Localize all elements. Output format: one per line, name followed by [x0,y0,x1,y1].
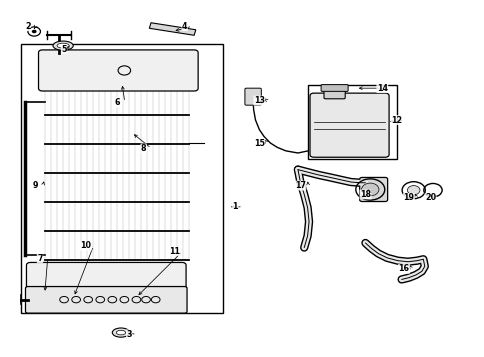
Text: 11: 11 [169,247,180,256]
FancyBboxPatch shape [244,88,261,105]
FancyBboxPatch shape [26,287,187,313]
Text: 16: 16 [398,264,408,273]
Ellipse shape [112,328,129,337]
Text: 10: 10 [80,241,91,250]
FancyBboxPatch shape [320,85,348,91]
FancyBboxPatch shape [323,89,345,99]
Text: 1: 1 [232,202,238,211]
Text: 5: 5 [61,45,67,54]
Circle shape [407,186,419,195]
FancyBboxPatch shape [307,85,396,159]
Ellipse shape [53,41,73,50]
Text: 20: 20 [424,193,435,202]
Text: 14: 14 [376,84,387,93]
Text: 13: 13 [253,96,264,105]
Text: 7: 7 [37,254,43,263]
Circle shape [361,183,378,196]
FancyBboxPatch shape [359,177,387,201]
Text: 8: 8 [140,144,146,153]
Text: 15: 15 [253,139,264,147]
Ellipse shape [116,330,125,335]
Text: 12: 12 [391,116,402,125]
Text: 4: 4 [182,22,187,31]
Text: 19: 19 [403,193,413,202]
FancyBboxPatch shape [27,262,186,300]
Text: 18: 18 [359,190,370,199]
FancyBboxPatch shape [309,93,388,157]
Text: 2: 2 [25,22,30,31]
Text: 3: 3 [126,330,132,339]
FancyBboxPatch shape [21,44,223,313]
Ellipse shape [57,43,69,48]
Circle shape [32,30,36,33]
Polygon shape [149,23,196,35]
Text: 17: 17 [294,181,305,190]
Text: 6: 6 [114,98,120,107]
Text: 9: 9 [32,181,38,190]
FancyBboxPatch shape [38,50,198,91]
